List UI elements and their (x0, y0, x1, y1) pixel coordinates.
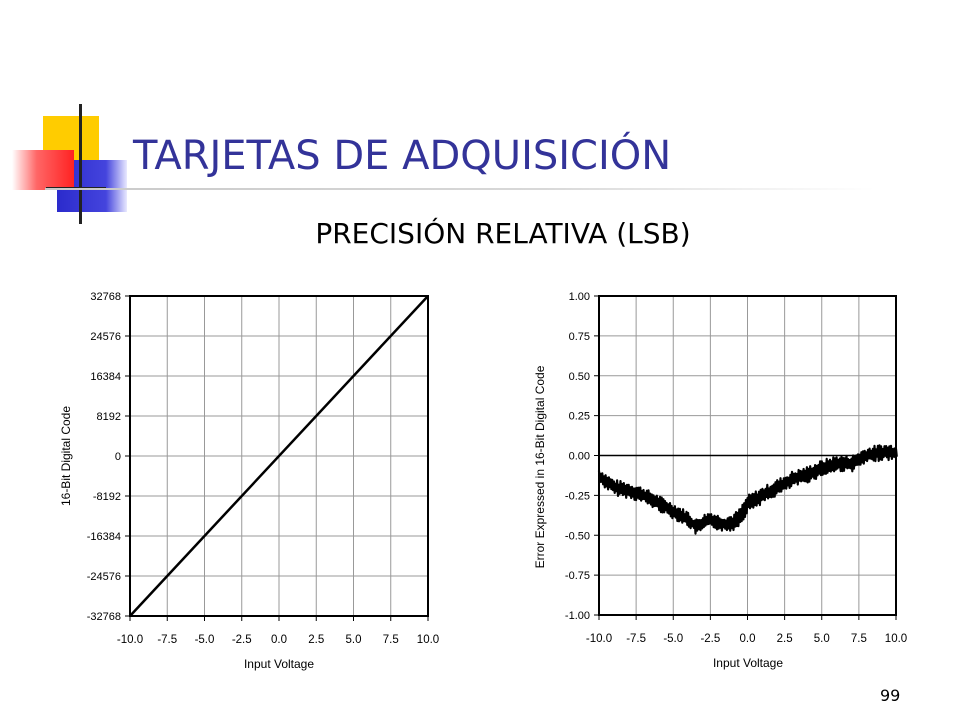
plot-frame (129, 295, 429, 617)
deco-vertical-line (79, 104, 82, 224)
x-tick-label: 5.0 (346, 634, 362, 646)
page-subtitle: PRECISIÓN RELATIVA (LSB) (315, 217, 691, 250)
y-axis-label: 16-Bit Digital Code (59, 406, 73, 506)
x-tick-label: -7.5 (157, 634, 177, 646)
page-number: 99 (880, 686, 901, 705)
title-underline (45, 188, 875, 190)
x-tick-label: 7.5 (383, 634, 399, 646)
y-tick-label: -8192 (93, 491, 121, 503)
x-axis-label: Input Voltage (244, 657, 314, 671)
x-tick-label: -10.0 (117, 634, 143, 646)
code-series-line (129, 295, 429, 617)
deco-red-square (12, 150, 74, 190)
y-tick-label: 8192 (97, 411, 121, 423)
x-tick-label: 10.0 (417, 634, 439, 646)
y-tick-label: -16384 (87, 531, 121, 543)
x-tick-label: 0.0 (271, 634, 287, 646)
y-tick-label: 0 (115, 451, 121, 463)
y-tick-label: -24576 (87, 571, 121, 583)
y-tick-label: -32768 (87, 611, 121, 623)
x-tick-label: -5.0 (195, 634, 215, 646)
x-tick-label: -2.5 (232, 634, 252, 646)
page-title: TARJETAS DE ADQUISICIÓN (133, 133, 672, 179)
x-tick-label: 2.5 (308, 634, 324, 646)
y-tick-label: 24576 (90, 331, 121, 343)
y-tick-label: 16384 (90, 371, 121, 383)
y-tick-label: 32768 (90, 291, 121, 303)
